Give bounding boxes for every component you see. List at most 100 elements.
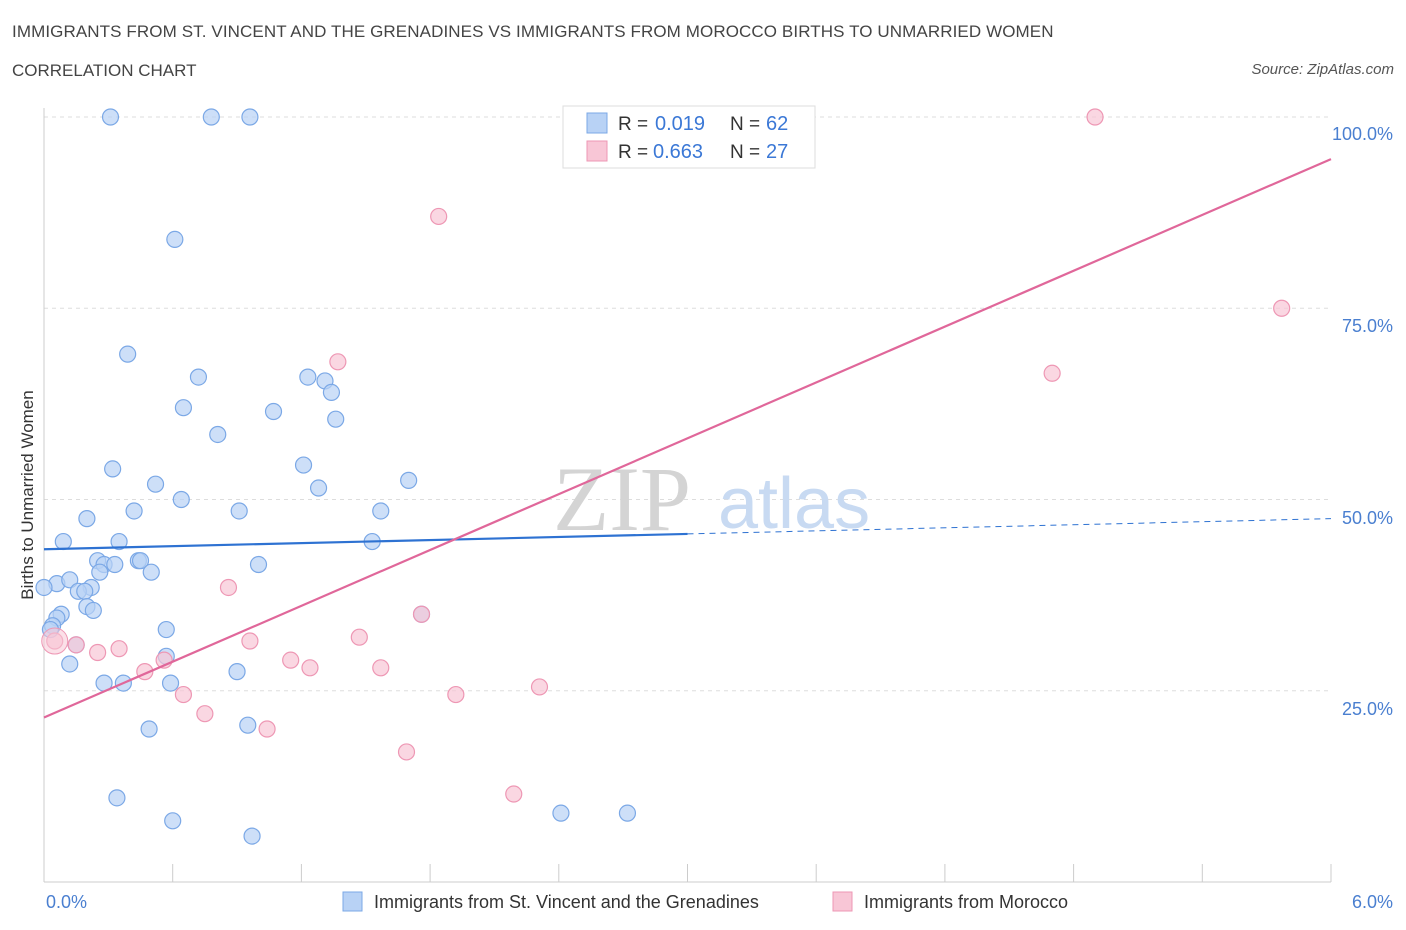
legend-n-label-series1: N = — [730, 114, 760, 135]
legend-n-value-series2: 27 — [766, 141, 788, 163]
point-series2 — [174, 685, 193, 704]
series-legend: Immigrants from St. Vincent and the Gren… — [342, 891, 1068, 912]
point-series2 — [196, 705, 214, 723]
point-series2 — [505, 785, 523, 803]
point-series2 — [1086, 108, 1104, 126]
point-series2 — [1043, 364, 1061, 382]
point-series1 — [241, 108, 259, 126]
point-series1 — [140, 720, 158, 738]
trend-line-series1-extension — [687, 518, 1332, 535]
point-series1 — [78, 510, 96, 528]
legend-r-label-series1: R = — [618, 114, 648, 135]
point-series1 — [209, 425, 227, 444]
point-series1 — [327, 410, 345, 428]
point-series2 — [350, 628, 368, 646]
point-series2 — [329, 353, 347, 371]
point-series1 — [166, 230, 184, 248]
legend-r-value-series2: 0.663 — [653, 141, 703, 163]
point-series1 — [299, 368, 317, 386]
point-series2 — [110, 640, 128, 658]
point-series1 — [202, 108, 220, 126]
point-series1 — [239, 716, 257, 734]
point-series2 — [447, 685, 465, 704]
trend-line-series1 — [43, 532, 688, 551]
point-series2 — [301, 659, 319, 677]
point-series2 — [530, 678, 549, 696]
x-tick-label-min: 0.0% — [46, 892, 87, 912]
data-points — [35, 108, 1291, 845]
point-series1 — [142, 563, 160, 581]
point-series1 — [35, 578, 53, 597]
point-series1 — [101, 108, 120, 126]
y-tick-label-50: 50.0% — [1342, 508, 1393, 528]
point-series2 — [67, 636, 85, 654]
point-series1 — [125, 502, 143, 520]
point-series2 — [258, 720, 276, 738]
point-series1 — [91, 563, 109, 581]
point-series2 — [430, 207, 448, 226]
point-series1 — [249, 555, 268, 574]
point-series1 — [76, 582, 94, 600]
point-series1 — [106, 555, 124, 574]
bottom-legend-label-series2: Immigrants from Morocco — [864, 892, 1068, 912]
point-series1 — [189, 368, 208, 386]
point-series2 — [412, 605, 431, 623]
legend-swatch-series2 — [586, 140, 608, 162]
bottom-legend-swatch-series1 — [342, 891, 363, 912]
point-series1 — [400, 471, 418, 489]
watermark-zip: ZIP — [553, 448, 691, 550]
point-series1 — [174, 399, 193, 417]
point-series1 — [264, 402, 283, 421]
source-label: Source: ZipAtlas.com — [1251, 61, 1394, 78]
point-series1 — [104, 460, 122, 478]
legend-r-value-series1: 0.019 — [655, 113, 705, 135]
trend-line-series2 — [43, 158, 1332, 719]
point-series2-large — [41, 627, 69, 655]
point-series1 — [119, 345, 137, 363]
point-series1 — [228, 663, 246, 681]
point-series1 — [61, 571, 79, 589]
y-tick-labels: 100.0% 75.0% 50.0% 25.0% — [1332, 124, 1393, 719]
point-series1 — [372, 502, 390, 520]
y-axis-title: Births to Unmarried Women — [18, 390, 37, 599]
y-tick-label-25: 25.0% — [1342, 699, 1393, 719]
point-series1 — [164, 812, 182, 830]
stats-legend: R = 0.019 N = 62 R = 0.663 N = 27 — [562, 105, 816, 169]
point-series1 — [157, 620, 175, 639]
point-series1 — [230, 502, 248, 520]
x-ticks — [43, 864, 1332, 882]
point-series1 — [54, 532, 72, 551]
chart-subtitle: CORRELATION CHART — [12, 61, 197, 80]
point-series1 — [309, 479, 328, 497]
point-series2 — [241, 632, 259, 650]
point-series1 — [172, 490, 190, 509]
x-tick-label-max: 6.0% — [1352, 892, 1393, 912]
watermark-atlas: atlas — [718, 464, 870, 544]
point-series1 — [618, 804, 637, 822]
point-series2 — [89, 643, 107, 662]
point-series1 — [294, 456, 313, 474]
bottom-legend-swatch-series2 — [832, 891, 853, 912]
point-series1 — [322, 383, 341, 401]
y-tick-label-75: 75.0% — [1342, 316, 1393, 336]
point-series1 — [161, 674, 180, 692]
point-series1 — [110, 532, 128, 551]
legend-r-label-series2: R = — [618, 142, 648, 163]
point-series2 — [397, 743, 416, 761]
y-tick-label-100: 100.0% — [1332, 124, 1393, 144]
bottom-legend-label-series1: Immigrants from St. Vincent and the Gren… — [374, 892, 759, 912]
point-series1 — [61, 655, 79, 673]
point-series1 — [552, 804, 570, 822]
x-tick-labels: 0.0% 6.0% — [46, 892, 1393, 912]
legend-swatch-series1 — [586, 112, 608, 134]
point-series2 — [372, 659, 390, 677]
point-series2 — [1273, 299, 1291, 317]
point-series2 — [219, 578, 238, 597]
point-series1 — [243, 827, 261, 845]
point-series1 — [131, 552, 150, 570]
trend-lines — [43, 158, 1332, 719]
point-series2 — [282, 651, 300, 669]
chart-title: IMMIGRANTS FROM ST. VINCENT AND THE GREN… — [12, 22, 1054, 41]
gridlines — [44, 116, 1331, 692]
